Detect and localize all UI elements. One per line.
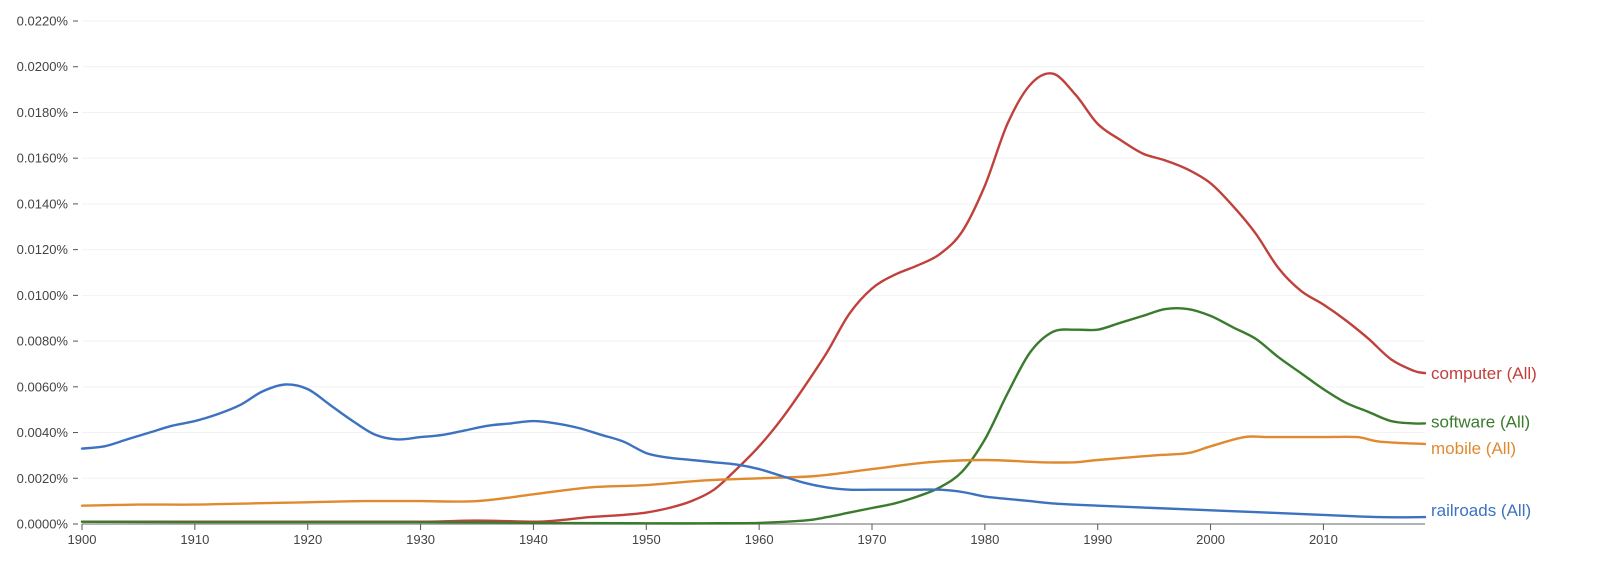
y-tick-label: 0.0120%	[17, 242, 69, 257]
x-tick-label: 1990	[1083, 532, 1112, 547]
series-label-software: software (All)	[1431, 412, 1530, 431]
x-tick-label: 1920	[293, 532, 322, 547]
y-tick-label: 0.0200%	[17, 59, 69, 74]
x-tick-label: 1950	[632, 532, 661, 547]
series-line-mobile	[80, 435, 1427, 507]
x-tick-label: 1900	[68, 532, 97, 547]
series-labels: computer (All) software (All) mobile (All)…	[1431, 364, 1537, 520]
y-tick-label: 0.0020%	[17, 471, 69, 486]
x-tick-label: 1940	[519, 532, 548, 547]
y-tick-label: 0.0220%	[17, 14, 69, 29]
x-axis: 1900 1910 1920 1930 1940 1950 1960 1970 1980 1990…	[68, 523, 1425, 547]
y-tick-label: 0.0140%	[17, 196, 69, 211]
y-tick-label: 0.0080%	[17, 334, 69, 349]
x-tick-label: 2000	[1196, 532, 1225, 547]
y-tick-label: 0.0160%	[17, 151, 69, 166]
x-tick-label: 1960	[745, 532, 774, 547]
y-tick-label: 0.0040%	[17, 425, 69, 440]
y-tick-label: 0.0060%	[17, 379, 69, 394]
x-tick-label: 2010	[1309, 532, 1338, 547]
x-tick-label: 1980	[970, 532, 999, 547]
x-tick-label: 1930	[406, 532, 435, 547]
series-line-software	[80, 307, 1427, 525]
x-tick-label: 1970	[858, 532, 887, 547]
y-tick-label: 0.0100%	[17, 288, 69, 303]
series-line-railroads	[80, 383, 1427, 519]
y-tick-label: 0.0180%	[17, 105, 69, 120]
x-tick-label: 1910	[180, 532, 209, 547]
series-label-mobile: mobile (All)	[1431, 439, 1516, 458]
series-line-computer	[80, 72, 1427, 523]
y-tick-label: 0.0000%	[17, 517, 69, 532]
series-lines	[80, 72, 1427, 525]
series-label-railroads: railroads (All)	[1431, 501, 1531, 520]
gridlines	[82, 20, 1425, 479]
series-label-computer: computer (All)	[1431, 364, 1537, 383]
y-axis: 0.0000% 0.0020% 0.0040% 0.0060% 0.0080% 0.010…	[17, 14, 78, 532]
